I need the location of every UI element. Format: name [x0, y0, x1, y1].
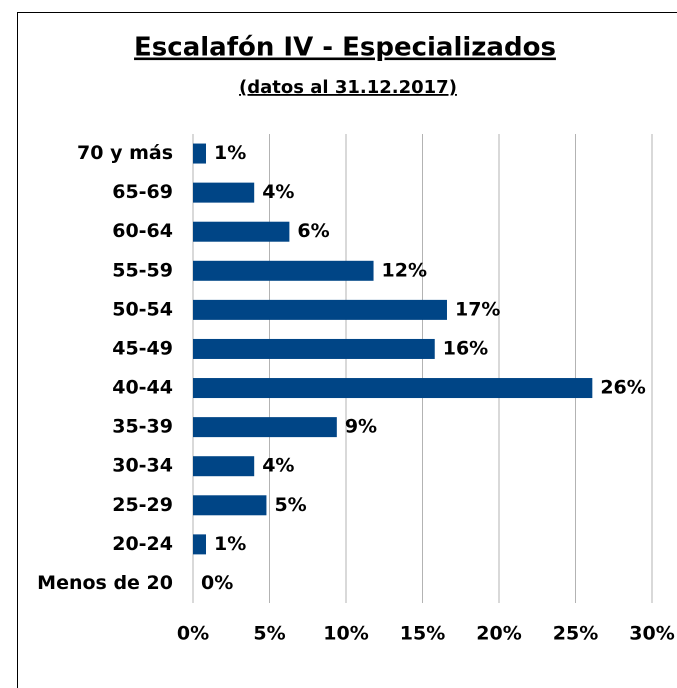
value-label: 4% [262, 181, 294, 203]
bar [193, 456, 255, 477]
bar [193, 534, 207, 555]
value-label: 6% [297, 220, 329, 242]
y-tick-label: 55-59 [112, 259, 173, 281]
bar [193, 260, 374, 281]
value-label: 9% [345, 416, 377, 438]
value-label: 26% [600, 377, 645, 399]
y-tick-label: 35-39 [112, 416, 173, 438]
bar [193, 143, 207, 164]
value-label: 1% [214, 142, 246, 164]
y-tick-label: 30-34 [112, 455, 173, 477]
chart-subtitle: (datos al 31.12.2017) [239, 77, 457, 98]
bar [193, 299, 447, 320]
value-label: 12% [382, 259, 427, 281]
frame [17, 12, 677, 688]
y-tick-label: 45-49 [112, 337, 173, 359]
bar [193, 338, 435, 359]
bar [193, 495, 267, 516]
y-tick-label: 60-64 [112, 220, 173, 242]
y-tick-label: 70 y más [77, 142, 173, 164]
value-label: 0% [201, 572, 233, 594]
x-tick-label: 20% [476, 623, 521, 645]
y-tick-label: 50-54 [112, 298, 173, 320]
bar [193, 221, 290, 242]
x-tick-label: 30% [629, 623, 674, 645]
chart-title: Escalafón IV - Especializados [134, 33, 556, 63]
x-tick-label: 10% [323, 623, 368, 645]
y-tick-label: 40-44 [112, 377, 173, 399]
bar [193, 417, 337, 438]
value-label: 5% [274, 494, 306, 516]
value-label: 4% [262, 455, 294, 477]
value-label: 1% [214, 533, 246, 555]
y-tick-label: 20-24 [112, 533, 173, 555]
bar [193, 378, 593, 399]
y-tick-label: 65-69 [112, 181, 173, 203]
x-tick-label: 0% [177, 623, 209, 645]
x-tick-label: 5% [253, 623, 285, 645]
value-label: 16% [443, 337, 488, 359]
y-tick-label: 25-29 [112, 494, 173, 516]
x-tick-label: 25% [553, 623, 598, 645]
value-label: 17% [455, 298, 500, 320]
y-tick-label: Menos de 20 [37, 572, 173, 594]
bar [193, 182, 255, 203]
x-tick-label: 15% [400, 623, 445, 645]
